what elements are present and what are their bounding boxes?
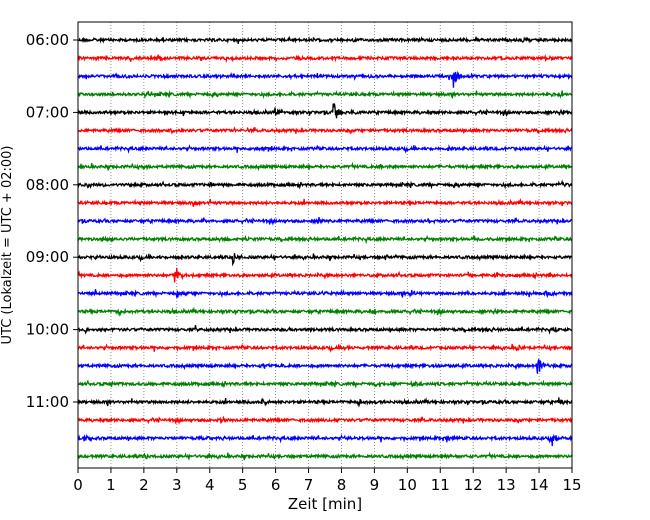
trace-1115 — [77, 415, 573, 426]
x-tick-label-10: 10 — [398, 476, 417, 494]
x-axis-ticks: 0 1 2 3 4 5 6 7 8 9 10 11 12 13 14 15 — [73, 468, 582, 494]
trace-1100 — [77, 397, 573, 408]
plot-area — [78, 22, 572, 468]
x-tick-label-5: 5 — [238, 476, 248, 494]
trace-1030 — [77, 358, 573, 374]
trace-1000 — [77, 324, 573, 335]
trace-0945 — [77, 306, 573, 318]
trace-0745 — [77, 161, 573, 172]
x-tick-label-0: 0 — [73, 476, 83, 494]
x-tick-label-9: 9 — [370, 476, 380, 494]
x-tick-label-13: 13 — [497, 476, 516, 494]
y-tick-label-0600: 06:00 — [26, 31, 69, 49]
x-tick-label-4: 4 — [205, 476, 215, 494]
trace-0600 — [77, 35, 573, 44]
x-tick-label-3: 3 — [172, 476, 182, 494]
x-tick-label-15: 15 — [562, 476, 581, 494]
trace-0730 — [77, 144, 573, 154]
y-axis-ticks: 06:00 07:00 08:00 09:00 10:00 11:00 — [26, 31, 78, 411]
trace-0930 — [77, 288, 573, 299]
x-tick-label-14: 14 — [530, 476, 549, 494]
x-tick-label-12: 12 — [464, 476, 483, 494]
y-tick-label-0800: 08:00 — [26, 176, 69, 194]
x-axis-label: Zeit [min] — [288, 495, 362, 513]
x-tick-label-6: 6 — [271, 476, 281, 494]
plot-frame — [77, 21, 573, 469]
y-tick-label-0700: 07:00 — [26, 103, 69, 121]
trace-0830 — [77, 216, 572, 226]
trace-1130 — [77, 433, 573, 447]
trace-1145 — [77, 451, 573, 461]
trace-0645 — [77, 89, 573, 100]
trace-1015 — [77, 343, 573, 353]
x-tick-label-1: 1 — [106, 476, 116, 494]
y-tick-label-1000: 10:00 — [26, 321, 69, 339]
y-tick-label-1100: 11:00 — [26, 393, 69, 411]
trace-0630 — [77, 70, 573, 88]
minute-grid — [110, 22, 540, 468]
trace-0815 — [77, 198, 573, 207]
trace-0800 — [77, 179, 573, 190]
trace-0700 — [77, 103, 573, 119]
trace-0845 — [77, 234, 573, 245]
seismogram-traces — [77, 35, 573, 461]
trace-1045 — [77, 379, 573, 389]
x-tick-label-11: 11 — [431, 476, 450, 494]
trace-0715 — [77, 126, 573, 135]
x-tick-label-8: 8 — [337, 476, 347, 494]
y-axis-label: UTC (Lokalzeit = UTC + 02:00) — [0, 146, 15, 345]
trace-0900 — [77, 253, 573, 267]
y-tick-label-0900: 09:00 — [26, 248, 69, 266]
x-tick-label-7: 7 — [304, 476, 314, 494]
trace-0615 — [77, 54, 573, 64]
x-tick-label-2: 2 — [139, 476, 149, 494]
trace-0915 — [77, 267, 573, 283]
